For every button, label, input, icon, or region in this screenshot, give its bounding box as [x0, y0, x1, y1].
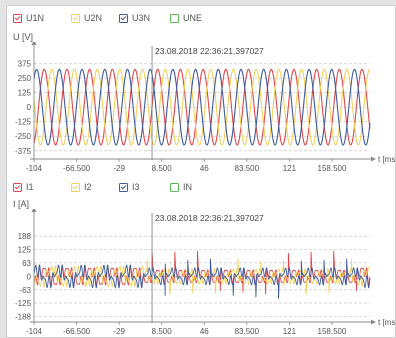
series-line-i2 — [33, 258, 371, 295]
y-tick-label: -125 — [15, 118, 32, 127]
voltage-axis-label: U [V] — [13, 32, 34, 42]
y-axis-arrow — [31, 42, 37, 45]
x-tick-label: -104 — [26, 164, 43, 173]
legend-item-u3n[interactable]: U3N — [119, 13, 150, 23]
x-axis-arrow — [371, 319, 376, 325]
y-tick-label: 63 — [22, 259, 31, 268]
series-line-i3 — [33, 258, 371, 299]
x-tick-label: 8.500 — [152, 327, 173, 336]
y-tick-label: 188 — [18, 232, 32, 241]
legend-label-une: UNE — [183, 13, 203, 23]
y-tick-label: 0 — [27, 103, 32, 112]
x-tick-label: 8.500 — [152, 164, 173, 173]
oscilloscope-panel: U1N U2N U3N UNE U [V] 375 250 125 0 -125 -250… — [6, 5, 396, 338]
cursor-timestamp: 23.08.2018 22:36:21,397027 — [155, 46, 264, 56]
x-tick-label: 46 — [200, 164, 209, 173]
legend-item-u2n[interactable]: U2N — [71, 13, 102, 23]
x-tick-label: 83.500 — [235, 164, 260, 173]
y-tick-label: -188 — [15, 312, 32, 321]
legend-item-i3[interactable]: I3 — [119, 182, 140, 192]
x-tick-label: 46 — [200, 327, 209, 336]
legend-item-in[interactable]: IN — [170, 182, 192, 192]
x-tick-label: -104 — [26, 327, 43, 336]
x-tick-label: -29 — [113, 164, 125, 173]
i3-checkbox[interactable] — [119, 182, 128, 192]
x-axis-arrow — [371, 156, 376, 162]
traces — [33, 250, 371, 299]
x-tick-label: -29 — [113, 327, 125, 336]
u1n-checkbox[interactable] — [13, 13, 22, 23]
x-tick-label: 158.500 — [318, 164, 347, 173]
x-axis-label: t [ms] — [378, 155, 396, 164]
y-tick-label: 125 — [18, 89, 32, 98]
une-checkbox[interactable] — [170, 13, 179, 23]
series-line-u2n — [33, 68, 371, 146]
cursor-timestamp: 23.08.2018 22:36:21,397027 — [155, 213, 264, 223]
voltage-legend: U1N U2N U3N UNE — [7, 13, 387, 27]
legend-item-i2[interactable]: I2 — [71, 182, 92, 192]
i1-checkbox[interactable] — [13, 182, 22, 192]
in-checkbox[interactable] — [170, 182, 179, 192]
legend-label-i1: I1 — [26, 182, 34, 192]
series-line-u3n — [33, 68, 371, 146]
legend-label-u1n: U1N — [26, 13, 45, 23]
current-axis-label: I [A] — [13, 199, 30, 209]
current-chart: 188 125 63 0 -63 -125 -188 23.08.2018 22:36:21,… — [15, 209, 396, 336]
x-axis-label: t [ms] — [378, 318, 396, 327]
legend-label-u2n: U2N — [84, 13, 103, 23]
y-tick-label: -63 — [19, 286, 31, 295]
i2-checkbox[interactable] — [71, 182, 80, 192]
current-legend: I1 I2 I3 IN — [7, 182, 387, 196]
legend-label-i3: I3 — [132, 182, 140, 192]
x-tick-label: 121 — [283, 164, 297, 173]
x-tick-label: 158.500 — [318, 327, 347, 336]
x-tick-label: -66.500 — [63, 164, 91, 173]
legend-label-in: IN — [183, 182, 192, 192]
u2n-checkbox[interactable] — [71, 13, 80, 23]
u3n-checkbox[interactable] — [119, 13, 128, 23]
series-line-u1n — [33, 68, 371, 146]
x-tick-label: 83.500 — [235, 327, 260, 336]
y-tick-label: -125 — [15, 299, 32, 308]
y-axis-arrow — [31, 209, 37, 212]
x-tick-label: 121 — [283, 327, 297, 336]
y-tick-label: 0 — [27, 272, 32, 281]
y-tick-label: 375 — [18, 60, 32, 69]
legend-item-u1n[interactable]: U1N — [13, 13, 44, 23]
legend-label-i2: I2 — [84, 182, 92, 192]
voltage-chart: 375 250 125 0 -125 -250 -375 23.08.2018 22:36:2… — [15, 42, 396, 173]
y-tick-label: 250 — [18, 74, 32, 83]
legend-item-une[interactable]: UNE — [170, 13, 202, 23]
y-tick-label: -375 — [15, 147, 32, 156]
series-line-i1 — [33, 250, 371, 295]
y-tick-label: 125 — [18, 246, 32, 255]
legend-item-i1[interactable]: I1 — [13, 182, 34, 192]
x-tick-label: -66.500 — [63, 327, 91, 336]
traces — [33, 68, 371, 146]
y-tick-label: -250 — [15, 132, 32, 141]
legend-label-u3n: U3N — [132, 13, 151, 23]
